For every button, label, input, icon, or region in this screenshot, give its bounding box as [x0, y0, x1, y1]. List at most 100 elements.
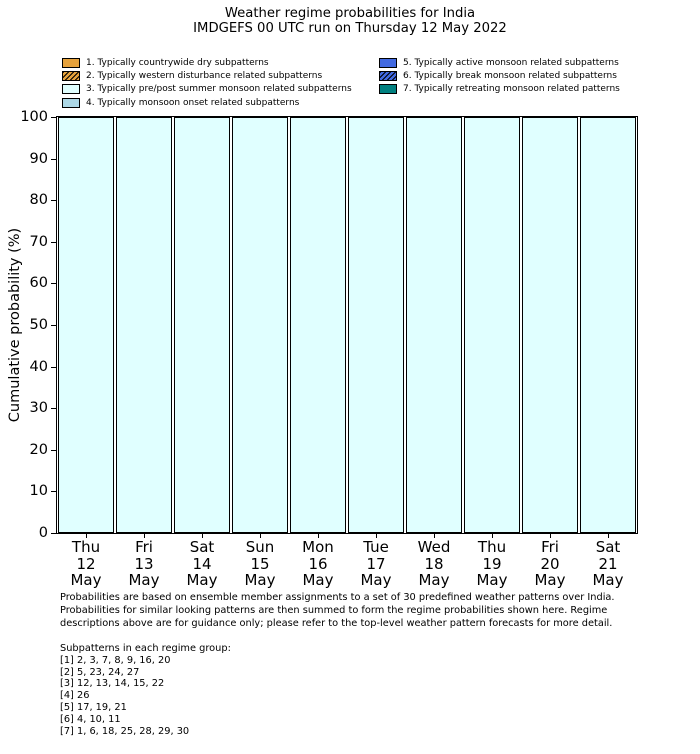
subpatterns-line: [3] 12, 13, 14, 15, 22	[60, 678, 165, 690]
x-tick-label-line: 17	[366, 554, 386, 573]
y-tick-label: 50	[29, 317, 48, 333]
x-tick-label-line: Thu	[71, 538, 101, 556]
y-tick-mark	[51, 283, 56, 284]
plot-bars-layer	[57, 117, 637, 533]
legend-item-label: 1. Typically countrywide dry subpatterns	[86, 57, 269, 68]
subpatterns-heading: Subpatterns in each regime group:	[60, 643, 231, 654]
x-tick-mark	[86, 534, 87, 538]
x-tick-label-line: 12	[76, 554, 96, 573]
x-tick-mark	[434, 534, 435, 538]
bar-segment	[116, 117, 172, 533]
y-tick-mark	[51, 242, 56, 243]
bar-segment	[290, 117, 346, 533]
x-tick-mark	[376, 534, 377, 538]
y-tick-mark	[51, 408, 56, 409]
legend-item-label: 2. Typically western disturbance related…	[86, 71, 323, 82]
x-tick-label-line: May	[360, 571, 392, 589]
y-tick-mark	[51, 367, 56, 368]
chart-subtitle: IMDGEFS 00 UTC run on Thursday 12 May 20…	[193, 21, 507, 36]
x-tick-label-line: May	[418, 571, 450, 589]
legend-item: 2. Typically western disturbance related…	[62, 69, 352, 82]
legend-swatch-icon	[62, 84, 80, 95]
y-tick-mark	[51, 450, 56, 451]
x-tick-mark	[318, 534, 319, 538]
footnote-line: descriptions above are for guidance only…	[60, 618, 613, 629]
x-tick-label-line: 15	[250, 554, 270, 573]
y-tick-label: 100	[20, 109, 48, 125]
footnote: Probabilities are based on ensemble memb…	[60, 591, 615, 630]
x-tick-label-line: 20	[540, 554, 560, 573]
y-tick-label: 90	[29, 151, 48, 167]
y-tick-label: 80	[29, 192, 48, 208]
y-tick-label: 70	[29, 234, 48, 250]
x-tick-mark	[260, 534, 261, 538]
y-tick-mark	[51, 325, 56, 326]
legend-item: 4. Typically monsoon onset related subpa…	[62, 96, 352, 109]
subpatterns-line: [4] 26	[60, 690, 90, 702]
y-tick-label: 0	[38, 525, 48, 541]
x-tick-label-line: Fri	[541, 538, 559, 556]
legend-item: 3. Typically pre/post summer monsoon rel…	[62, 83, 352, 96]
x-tick-label-line: Mon	[302, 538, 334, 556]
subpatterns-line: [6] 4, 10, 11	[60, 713, 121, 725]
y-tick-label: 10	[29, 483, 48, 499]
legend-column-left: 1. Typically countrywide dry subpatterns…	[62, 56, 352, 110]
legend-item-label: 6. Typically break monsoon related subpa…	[403, 71, 617, 82]
legend-swatch-icon	[62, 97, 80, 108]
y-tick-mark	[51, 200, 56, 201]
legend-swatch-icon	[379, 84, 397, 95]
x-tick-label: Sat 14 May	[173, 539, 231, 589]
x-tick-label: Mon 16 May	[289, 539, 347, 589]
y-tick-label: 40	[29, 359, 48, 375]
legend-item: 6. Typically break monsoon related subpa…	[379, 69, 620, 82]
legend-item: 5. Typically active monsoon related subp…	[379, 56, 620, 69]
x-tick-mark	[202, 534, 203, 538]
x-tick-label-line: Sat	[595, 538, 621, 556]
x-tick-label-line: May	[186, 571, 218, 589]
bar-segment	[348, 117, 404, 533]
y-tick-mark	[51, 533, 56, 534]
plot-area	[56, 116, 638, 534]
x-tick-mark	[608, 534, 609, 538]
legend-column-right: 5. Typically active monsoon related subp…	[379, 56, 620, 96]
bar-segment	[522, 117, 578, 533]
x-tick-label-line: Tue	[363, 538, 389, 556]
chart-title-block: Weather regime probabilities for India I…	[0, 6, 700, 36]
x-tick-mark	[492, 534, 493, 538]
x-tick-label-line: May	[128, 571, 160, 589]
footnote-line: Probabilities are based on ensemble memb…	[60, 592, 615, 603]
legend-item-label: 3. Typically pre/post summer monsoon rel…	[86, 84, 352, 95]
x-tick-label-line: Wed	[417, 538, 451, 556]
x-tick-label-line: Sun	[245, 538, 275, 556]
legend-item-label: 5. Typically active monsoon related subp…	[403, 57, 619, 68]
x-tick-label-line: Thu	[477, 538, 507, 556]
subpatterns-line: [5] 17, 19, 21	[60, 701, 127, 713]
chart-title: Weather regime probabilities for India	[224, 6, 476, 21]
x-tick-mark	[144, 534, 145, 538]
x-tick-label: Fri 13 May	[115, 539, 173, 589]
x-tick-label: Wed 18 May	[405, 539, 463, 589]
legend-swatch-icon	[379, 71, 397, 82]
x-tick-label: Thu 19 May	[463, 539, 521, 589]
x-tick-label-line: 18	[424, 554, 444, 573]
subpatterns-line: [7] 1, 6, 18, 25, 28, 29, 30	[60, 725, 190, 737]
bar-segment	[580, 117, 636, 533]
x-tick-label: Sun 15 May	[231, 539, 289, 589]
subpatterns-line: [2] 5, 23, 24, 27	[60, 666, 140, 678]
y-tick-mark	[51, 491, 56, 492]
x-tick-label-line: 13	[134, 554, 154, 573]
x-tick-label: Thu 12 May	[57, 539, 115, 589]
x-tick-mark	[550, 534, 551, 538]
x-tick-label-line: 21	[598, 554, 618, 573]
legend-item-label: 4. Typically monsoon onset related subpa…	[86, 97, 300, 108]
x-tick-label-line: Fri	[135, 538, 153, 556]
bar-segment	[174, 117, 230, 533]
x-tick-label-line: May	[302, 571, 334, 589]
legend-swatch-icon	[62, 57, 80, 68]
x-tick-label: Sat 21 May	[579, 539, 637, 589]
x-tick-label-line: Sat	[189, 538, 215, 556]
x-tick-label-line: May	[244, 571, 276, 589]
x-tick-label-line: May	[534, 571, 566, 589]
legend-swatch-icon	[379, 57, 397, 68]
y-tick-label: 30	[29, 400, 48, 416]
